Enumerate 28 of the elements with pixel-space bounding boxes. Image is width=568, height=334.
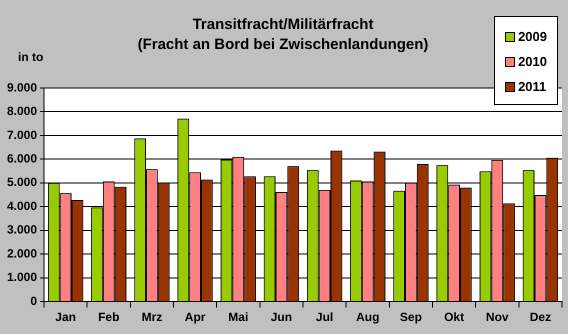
x-tick-label: Mrz (142, 310, 162, 324)
legend-label: 2009 (518, 29, 547, 44)
y-tick-label: 8.000 (7, 104, 38, 118)
x-tick-label: Aug (356, 310, 380, 324)
x-tick-label: Jul (316, 310, 334, 324)
y-tick-label: 7.000 (7, 128, 38, 142)
y-tick-label: 4.000 (7, 198, 38, 213)
y-tick-label: 3.000 (7, 222, 38, 237)
y-tick-label: 9.000 (7, 80, 38, 94)
x-tick-label: Okt (444, 310, 464, 324)
y-tick-label: 0 (30, 294, 38, 308)
y-tick-label: 2.000 (7, 246, 38, 260)
legend-label: 2010 (518, 54, 547, 69)
x-tick-label: Nov (486, 310, 509, 324)
y-tick-label: 1.000 (7, 270, 38, 284)
chart-subtitle: (Fracht an Bord bei Zwischenlandungen) (138, 36, 428, 54)
y-tick-label: 5.000 (7, 175, 38, 190)
x-tick-label: Sep (400, 310, 422, 324)
chart-title: Transitfracht/Militärfracht (192, 16, 374, 34)
x-tick-label: Jan (55, 310, 76, 324)
x-tick-label: Feb (98, 310, 120, 324)
x-tick-label: Apr (184, 310, 206, 324)
y-axis-title: in to (18, 50, 44, 64)
y-tick-label: 6.000 (7, 152, 38, 166)
legend-label: 2011 (518, 79, 546, 94)
x-tick-label: Dez (530, 310, 552, 324)
x-tick-label: Mai (228, 310, 248, 324)
x-tick-label: Jun (270, 310, 292, 324)
